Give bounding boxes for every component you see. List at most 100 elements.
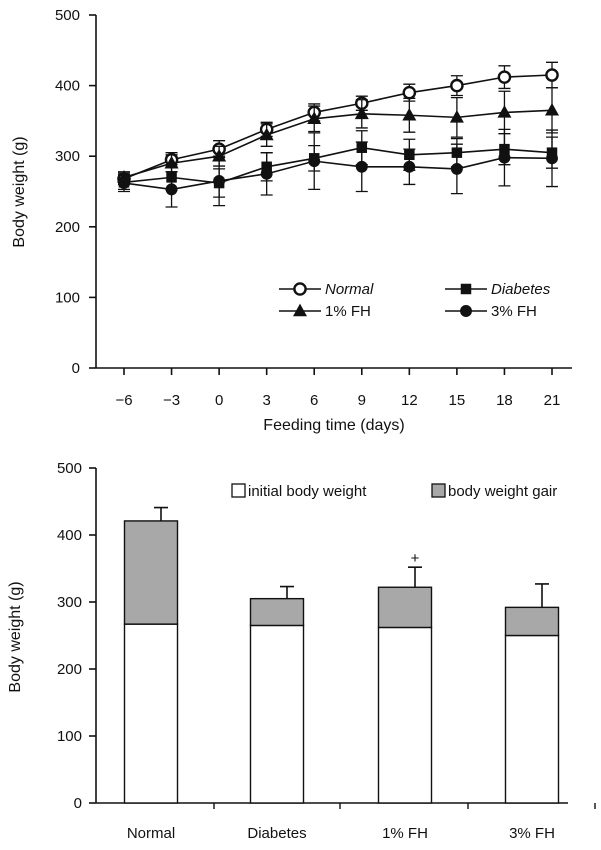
line-series-normal-point xyxy=(402,85,417,100)
line-chart-x-tick-label: 3 xyxy=(262,392,270,409)
line-chart-y-tick-label: 100 xyxy=(55,289,80,306)
line-legend-label: 3% FH xyxy=(491,303,537,320)
bar-body-weight-gair xyxy=(249,597,305,627)
line-legend-label: 1% FH xyxy=(325,303,371,320)
line-chart-x-tick-label: 0 xyxy=(215,392,223,409)
line-series-1pct-fh-point xyxy=(259,127,274,141)
line-legend-marker xyxy=(460,305,472,317)
line-chart-y-tick-label: 200 xyxy=(55,219,80,236)
line-series-1pct-fh-point xyxy=(449,110,464,123)
bar-chart-x-label: Diabetes xyxy=(247,825,306,842)
line-series-3pct-fh-point xyxy=(213,174,226,187)
line-chart-x-tick-label: 9 xyxy=(358,392,366,409)
line-series-1pct-fh-point xyxy=(402,107,417,121)
line-chart-x-axis-title: Feeding time (days) xyxy=(263,417,404,434)
line-series-1pct-fh xyxy=(117,87,559,184)
line-chart-axes xyxy=(95,15,572,369)
bar-chart-x-labels: Normal Diabetes 1% FH 3% FH xyxy=(127,803,596,842)
bar-error-bar xyxy=(154,506,168,521)
line-chart-y-axis-title: Body weight (g) xyxy=(11,136,28,247)
line-legend-label: Normal xyxy=(325,281,374,298)
bar-initial-body-weight xyxy=(504,634,560,804)
line-chart-legend: Normal Diabetes 1% FH 3% FH xyxy=(279,281,551,320)
line-series-normal-point xyxy=(497,70,512,84)
line-series-1pct-fh-point xyxy=(164,155,179,169)
bar-chart-y-tick-label: 200 xyxy=(57,661,82,678)
line-series-3pct-fh-point xyxy=(260,167,273,180)
line-series-3pct-fh-point xyxy=(355,160,368,173)
bar-error-bar xyxy=(408,566,422,588)
line-chart-y-tick-label: 0 xyxy=(72,360,80,377)
line-chart-y-tick-label: 400 xyxy=(55,78,80,95)
line-series-1pct-fh-point xyxy=(497,105,512,118)
line-chart-x-tick-label: 15 xyxy=(449,392,466,409)
line-series-1pct-fh-point xyxy=(354,106,369,120)
line-series-diabetes-line xyxy=(123,146,553,184)
line-series-3pct-fh-point xyxy=(498,151,511,164)
line-series-normal xyxy=(117,61,559,186)
bar-initial-body-weight xyxy=(123,623,179,804)
line-legend-label: Diabetes xyxy=(491,281,551,298)
bar-chart: 0 100 200 300 400 500 Normal Diabetes 1% FH 3% F… xyxy=(7,460,596,842)
bar-legend-label: body weight gair xyxy=(448,483,557,500)
line-legend-item-diabetes: Diabetes xyxy=(445,281,551,298)
line-chart-x-tick-label: −6 xyxy=(115,392,132,409)
line-series-3pct-fh-point xyxy=(165,183,178,196)
line-chart-x-tick-label: 21 xyxy=(544,392,561,409)
bar-chart-y-tick-label: 0 xyxy=(74,795,82,812)
line-series-3pct-fh xyxy=(118,128,558,208)
bar-chart-y-tick-label: 500 xyxy=(57,460,82,477)
line-series-normal-line xyxy=(123,74,553,180)
line-series-1pct-fh-point xyxy=(545,102,559,116)
bar-group-1pct-fh xyxy=(377,566,433,804)
bar-group-diabetes xyxy=(249,585,305,804)
line-legend-item-3pct-fh: 3% FH xyxy=(445,303,537,320)
bar-chart-y-tick-label: 400 xyxy=(57,527,82,544)
line-series-3pct-fh-point xyxy=(118,177,130,189)
line-series-normal-point xyxy=(545,68,559,82)
line-series-1pct-fh-point xyxy=(307,111,322,125)
line-legend-marker xyxy=(293,282,307,296)
bar-chart-y-tick-label: 100 xyxy=(57,728,82,745)
line-chart-x-tick-label: 6 xyxy=(310,392,318,409)
line-chart: 0 100 200 300 400 500 −6 −3 0 3 6 9 12 15 18 21 Body w… xyxy=(11,7,572,434)
line-chart-x-ticks: −6 −3 0 3 6 9 12 15 18 21 xyxy=(115,368,560,409)
bar-chart-bars: + xyxy=(123,506,560,804)
line-series-3pct-fh-line xyxy=(123,156,553,191)
bar-chart-x-label: 3% FH xyxy=(509,825,555,842)
bar-initial-body-weight xyxy=(377,626,433,804)
bar-error-bar xyxy=(280,585,294,599)
line-legend-item-normal: Normal xyxy=(279,281,374,298)
bar-chart-y-axis-title: Body weight (g) xyxy=(7,581,24,692)
line-chart-y-tick-label: 300 xyxy=(55,148,80,165)
bar-body-weight-gair xyxy=(377,586,433,629)
line-legend-marker xyxy=(460,283,472,295)
bar-annotation: + xyxy=(411,550,420,567)
line-series-1pct-fh-point xyxy=(212,148,227,162)
line-chart-x-tick-label: −3 xyxy=(163,392,180,409)
bar-legend-swatch xyxy=(431,483,446,498)
line-chart-y-ticks: 0 100 200 300 400 500 xyxy=(55,7,96,377)
line-chart-x-tick-label: 18 xyxy=(496,392,513,409)
bar-legend-item-initial-body-weight: initial body weight xyxy=(231,483,367,500)
bar-chart-y-ticks: 0 100 200 300 400 500 xyxy=(57,460,96,812)
bar-group-3pct-fh xyxy=(504,583,560,804)
line-chart-series xyxy=(117,61,559,208)
line-series-1pct-fh-line xyxy=(123,109,553,179)
line-series-3pct-fh-point xyxy=(308,155,321,168)
bar-chart-legend: initial body weight body weight gair xyxy=(231,483,557,500)
bar-chart-x-label: 1% FH xyxy=(382,825,428,842)
line-series-normal-point xyxy=(450,78,464,93)
bar-legend-swatch xyxy=(231,483,246,498)
line-chart-y-tick-label: 500 xyxy=(55,7,80,24)
line-legend-marker xyxy=(293,303,307,317)
bar-body-weight-gair xyxy=(123,520,179,625)
bar-chart-x-label: Normal xyxy=(127,825,175,842)
bar-error-bar xyxy=(535,583,549,608)
line-series-3pct-fh-point xyxy=(450,162,463,175)
bar-body-weight-gair xyxy=(504,606,560,637)
bar-legend-label: initial body weight xyxy=(248,483,367,500)
line-series-3pct-fh-point xyxy=(403,160,416,173)
line-chart-x-tick-label: 12 xyxy=(401,392,418,409)
bar-legend-item-body-weight-gair: body weight gair xyxy=(431,483,557,500)
